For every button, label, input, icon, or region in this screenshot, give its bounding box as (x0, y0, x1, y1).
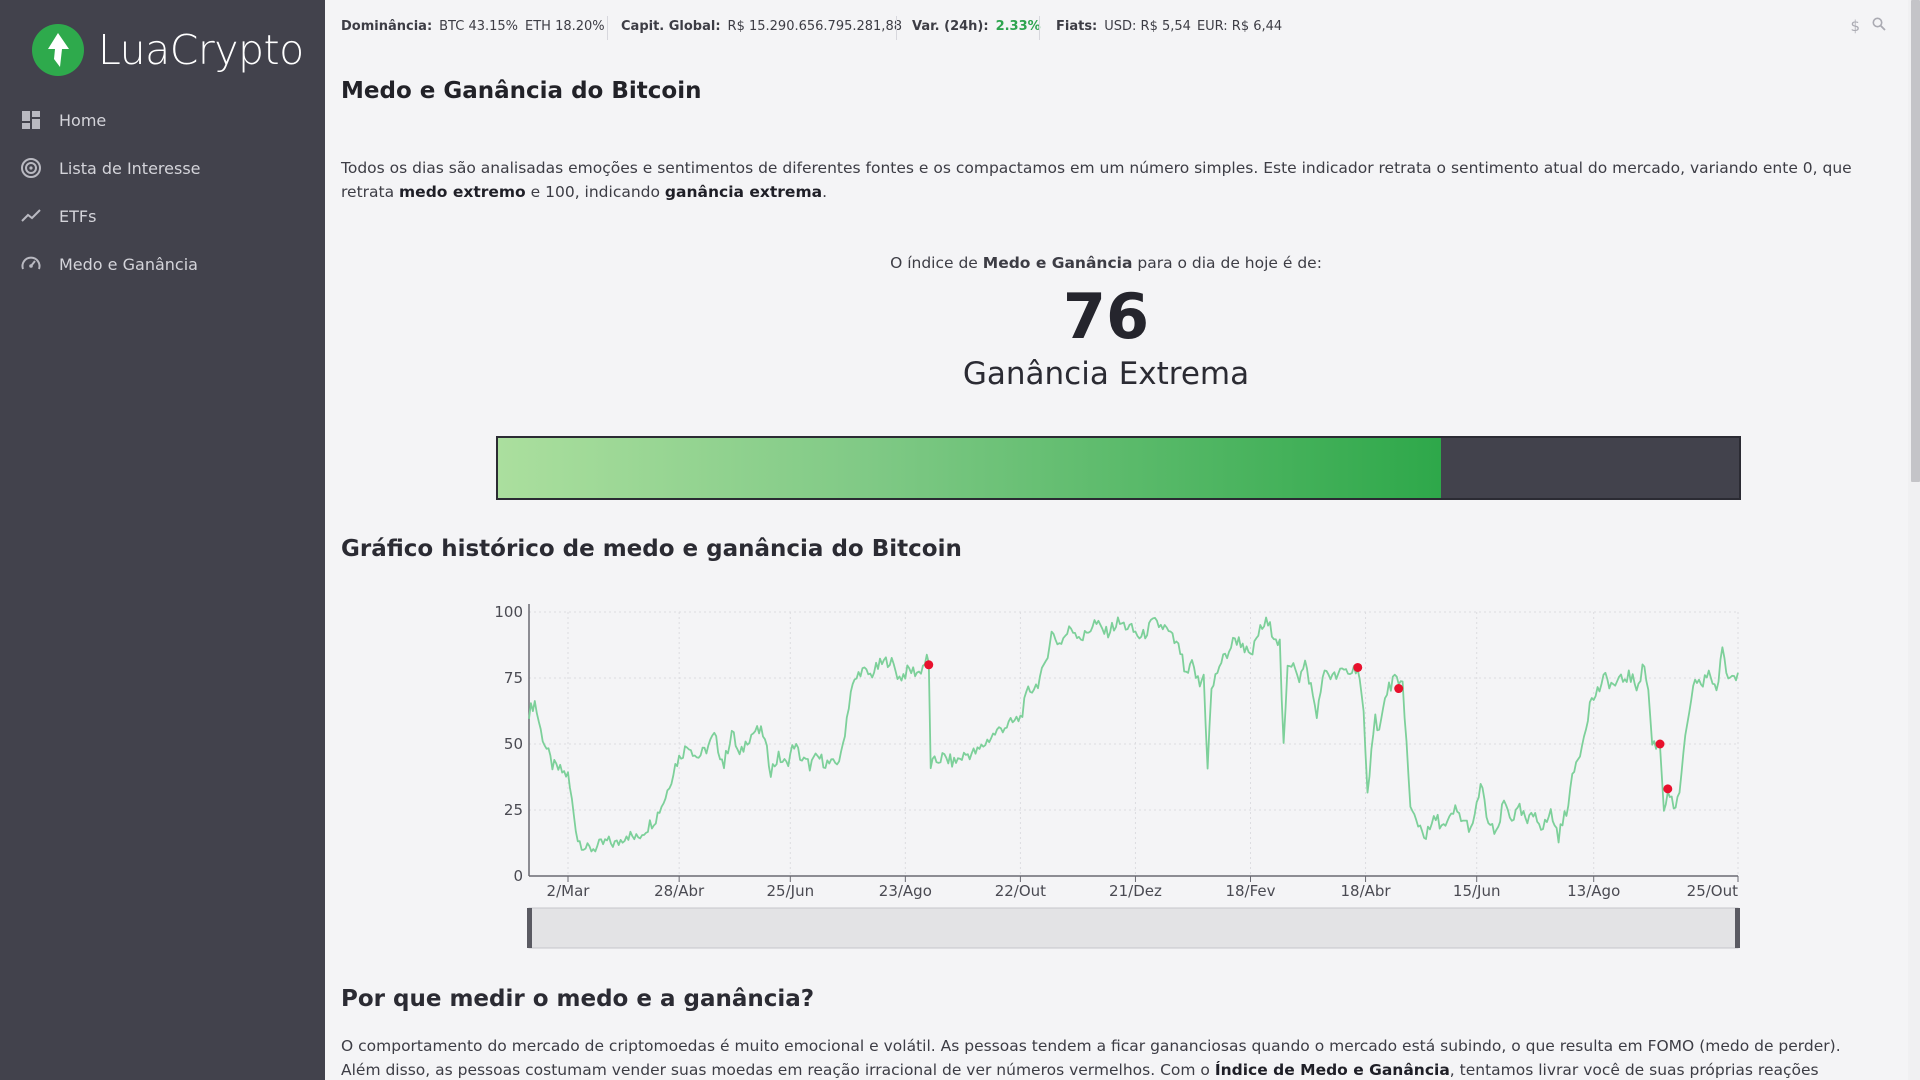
intro-text: Todos os dias são analisadas emoções e s… (341, 159, 1852, 201)
sidebar-nav: Home Lista de Interesse ETFs Medo e Ganâ… (0, 96, 325, 288)
y-tick-label: 25 (504, 801, 523, 819)
brand-name: LuaCrypto (98, 26, 304, 74)
index-value: 76 (1062, 280, 1150, 353)
why-paragraph: O comportamento do mercado de criptomoed… (341, 1034, 1871, 1080)
data-marker (1353, 662, 1363, 672)
divider (1039, 16, 1040, 40)
dominance-btc: BTC 43.15% (439, 19, 519, 34)
index-today: O índice de Medo e Ganância para o dia d… (341, 254, 1871, 392)
x-tick-label: 28/Abr (654, 882, 705, 900)
dollar-icon[interactable]: $ (1850, 17, 1860, 35)
variation-value: 2.33% (995, 19, 1041, 34)
market-cap-label: Capit. Global: (621, 19, 721, 34)
range-handle-right[interactable] (1735, 908, 1740, 948)
sidebar-item-label: Lista de Interesse (59, 158, 201, 178)
page-title: Medo e Ganância do Bitcoin (341, 78, 702, 104)
trend-line-icon (20, 205, 42, 227)
fiats-group: Fiats: USD: R$ 5,54 EUR: R$ 6,44 (1056, 19, 1282, 34)
speedometer-icon (20, 253, 42, 275)
x-tick-label: 21/Dez (1109, 882, 1162, 900)
fear-greed-gauge (496, 436, 1741, 500)
market-cap-value: R$ 15.290.656.795.281,88 (727, 19, 902, 34)
sidebar-item-home[interactable]: Home (0, 96, 325, 144)
sidebar-item-label: Home (59, 110, 107, 130)
intro-text: e 100, indicando (525, 183, 665, 201)
intro-bold-extreme-greed: ganância extrema (664, 183, 823, 201)
variation-group: Var. (24h): 2.33% (912, 19, 1041, 34)
fiats-usd: USD: R$ 5,54 (1104, 19, 1191, 34)
why-title: Por que medir o medo e a ganância? (341, 986, 815, 1012)
rocket-arrow-icon (32, 24, 84, 76)
x-tick-label: 18/Abr (1341, 882, 1392, 900)
fiats-eur: EUR: R$ 6,44 (1196, 19, 1283, 34)
index-caption: O índice de Medo e Ganância para o dia d… (341, 254, 1871, 272)
gauge-fill (498, 438, 1442, 498)
page-scrollbar[interactable] (1908, 0, 1920, 1080)
sidebar: LuaCrypto Home Lista de Interesse ETFs M… (0, 0, 325, 1080)
x-tick-label: 23/Ago (879, 882, 932, 900)
x-tick-label: 13/Ago (1567, 882, 1620, 900)
dominance-group: Dominância: BTC 43.15% ETH 18.20% (341, 19, 605, 34)
scrollbar-thumb[interactable] (1911, 0, 1920, 482)
x-tick-label: 25/Jun (767, 882, 815, 900)
data-marker (1394, 684, 1404, 694)
divider (896, 16, 897, 40)
dashboard-icon (20, 109, 42, 131)
why-bold: Índice de Medo e Ganância (1214, 1061, 1450, 1079)
x-tick-label: 2/Mar (547, 882, 591, 900)
y-tick-label: 75 (504, 669, 523, 687)
sidebar-item-medo-e-ganancia[interactable]: Medo e Ganância (0, 240, 325, 288)
why-text: , tentamos livrar você de suas próprias … (1449, 1061, 1819, 1079)
dominance-eth: ETH 18.20% (525, 19, 605, 34)
y-tick-label: 0 (513, 867, 523, 885)
data-marker (924, 660, 934, 670)
market-summary-bar: Dominância: BTC 43.15% ETH 18.20% Capit.… (325, 0, 1920, 56)
history-chart[interactable]: 0 25 50 75 100 2/Mar 28/Abr 25/Jun 23/Ago 22/Out 2… (341, 586, 1761, 1006)
target-icon (20, 157, 42, 179)
y-tick-label: 50 (504, 735, 523, 753)
variation-label: Var. (24h): (912, 19, 989, 34)
search-icon[interactable] (1872, 17, 1886, 35)
intro-paragraph: Todos os dias são analisadas emoções e s… (341, 156, 1871, 204)
data-marker (1655, 739, 1665, 749)
fiats-label: Fiats: (1056, 19, 1098, 34)
divider (607, 16, 608, 40)
caption-bold: Medo e Ganância (982, 254, 1133, 272)
y-tick-label: 100 (494, 603, 523, 621)
topbar-actions: $ (1850, 17, 1886, 35)
x-tick-label: 25/Out (1687, 882, 1738, 900)
range-handle-left[interactable] (527, 908, 532, 948)
caption-text: O índice de (890, 254, 983, 272)
series-line (528, 616, 1739, 853)
intro-text: . (822, 183, 827, 201)
sidebar-item-label: ETFs (59, 206, 97, 226)
x-tick-label: 22/Out (995, 882, 1046, 900)
x-tick-label: 18/Fev (1225, 882, 1275, 900)
intro-bold-extreme-fear: medo extremo (399, 183, 526, 201)
brand-logo[interactable]: LuaCrypto (32, 22, 304, 78)
data-marker (1663, 784, 1673, 794)
sidebar-item-etfs[interactable]: ETFs (0, 192, 325, 240)
sidebar-item-label: Medo e Ganância (59, 254, 198, 274)
index-label: Ganância Extrema (962, 356, 1250, 392)
dominance-label: Dominância: (341, 19, 433, 34)
chart-title: Gráfico histórico de medo e ganância do … (341, 536, 962, 562)
sidebar-item-lista-de-interesse[interactable]: Lista de Interesse (0, 144, 325, 192)
range-slider[interactable] (528, 907, 1739, 949)
why-text: O comportamento do mercado de criptomoed… (341, 1037, 1841, 1079)
x-tick-label: 15/Jun (1453, 882, 1501, 900)
caption-text: para o dia de hoje é de: (1132, 254, 1322, 272)
market-cap-group: Capit. Global: R$ 15.290.656.795.281,88 (621, 19, 902, 34)
